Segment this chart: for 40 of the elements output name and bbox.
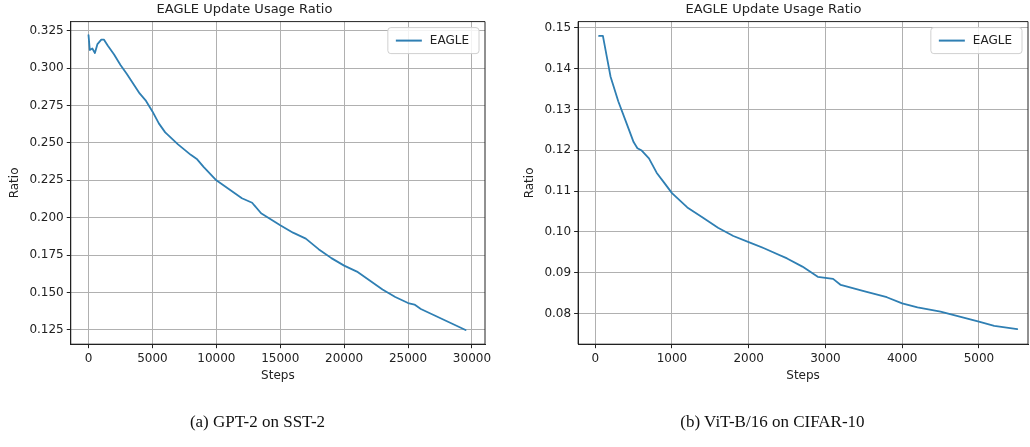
y-tick-label: 0.13: [544, 101, 572, 116]
y-tick-label: 0.200: [29, 209, 64, 224]
y-tick-label: 0.15: [544, 19, 572, 34]
y-axis-title: Ratio: [522, 167, 537, 199]
x-tick-label: 25000: [388, 350, 428, 365]
x-tick-label: 10000: [197, 350, 236, 365]
x-tick-label: 20000: [325, 350, 364, 365]
y-tick-label: 0.09: [544, 264, 572, 279]
y-tick-label: 0.225: [29, 172, 64, 187]
text: (a) GPT-2 on SST-2: [188, 412, 327, 432]
legend-label: EAGLE: [972, 32, 1013, 47]
text: (b) ViT-B/16 on CIFAR-10: [679, 412, 866, 432]
x-tick-label: 3000: [810, 350, 841, 365]
y-tick-label: 0.10: [544, 224, 572, 239]
y-tick-label: 0.14: [544, 60, 572, 75]
chart-title: EAGLE Update Usage Ratio: [685, 1, 862, 17]
x-axis-title: Steps: [261, 367, 295, 382]
y-tick-label: 0.325: [29, 22, 64, 37]
y-tick-label: 0.275: [29, 97, 64, 112]
x-tick-label: 2000: [733, 350, 764, 365]
legend-label: EAGLE: [429, 32, 470, 47]
x-tick-label: 4000: [886, 350, 918, 365]
x-tick-label: 5000: [963, 350, 995, 365]
y-tick-label: 0.175: [29, 247, 64, 262]
y-tick-label: 0.300: [29, 60, 64, 75]
x-tick-label: 5000: [137, 350, 168, 365]
x-axis-title: Steps: [786, 367, 820, 382]
y-tick-label: 0.250: [29, 134, 64, 149]
x-tick-label: 30000: [452, 350, 492, 365]
y-axis-title: Ratio: [7, 167, 22, 199]
y-tick-label: 0.125: [29, 322, 64, 337]
x-tick-label: 1000: [656, 350, 688, 365]
y-tick-label: 0.08: [544, 305, 572, 320]
y-tick-label: 0.11: [544, 183, 572, 198]
chart-title: EAGLE Update Usage Ratio: [156, 1, 333, 17]
x-tick-label: 0: [591, 350, 600, 365]
y-tick-label: 0.150: [29, 284, 64, 299]
x-tick-label: 0: [84, 350, 93, 365]
y-tick-label: 0.12: [544, 142, 572, 157]
x-tick-label: 15000: [261, 350, 300, 365]
